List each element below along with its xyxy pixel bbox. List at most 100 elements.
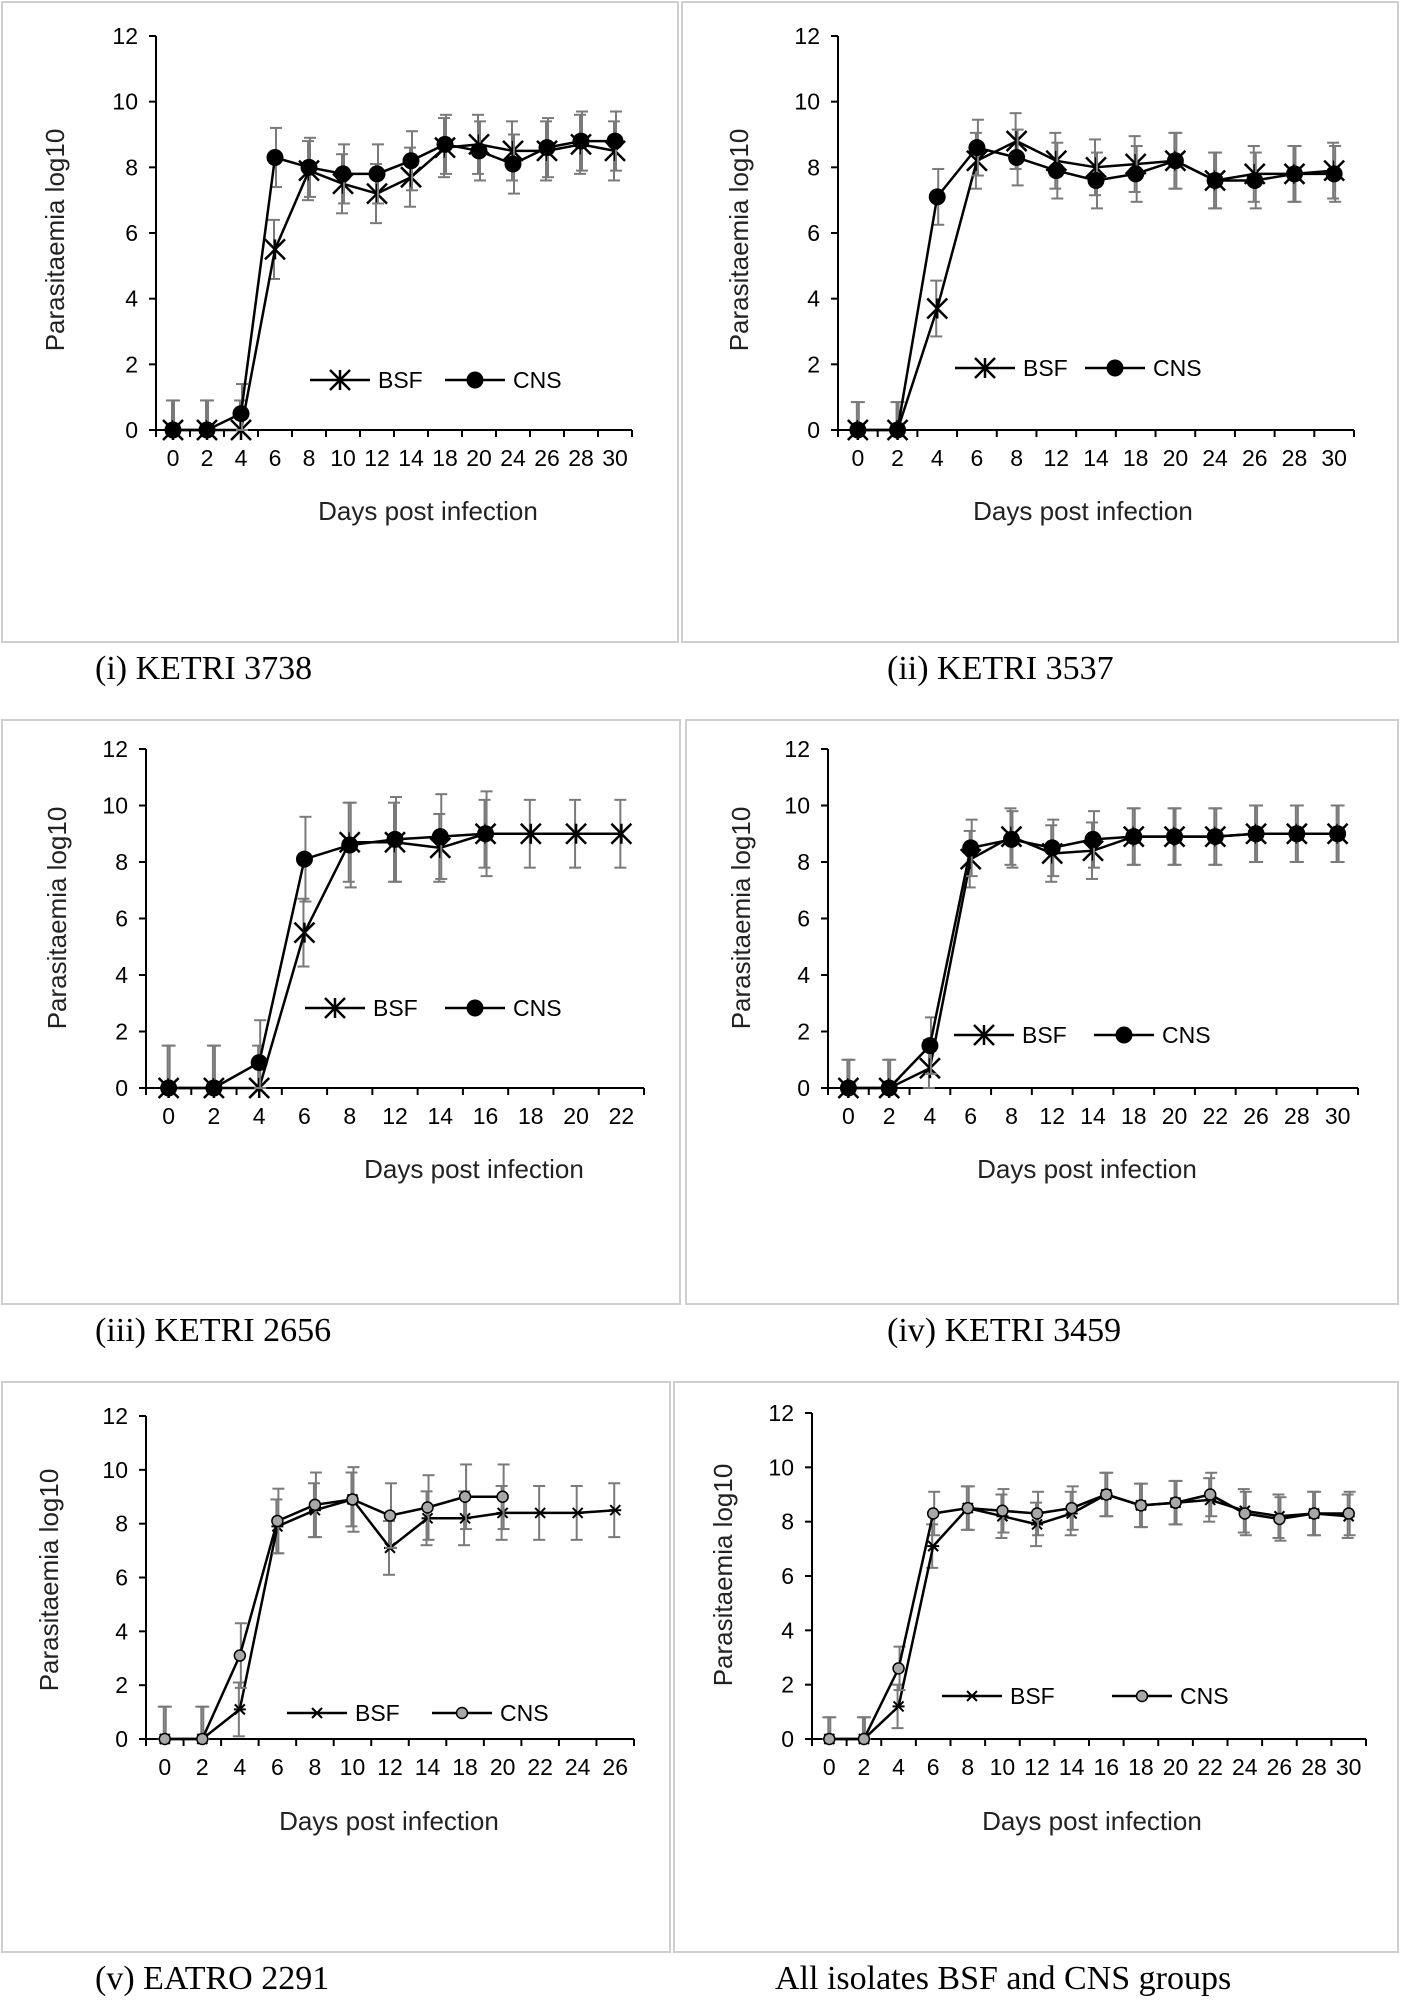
- y-tick-label: 2: [115, 1672, 128, 1698]
- legend-cns: CNS: [1094, 1022, 1211, 1048]
- data-point: [205, 1079, 223, 1097]
- x-tick-label: 10: [330, 445, 356, 471]
- x-tick-label: 8: [343, 1103, 356, 1129]
- x-tick-label: 0: [167, 445, 180, 471]
- data-point: [334, 165, 352, 183]
- series-line: [829, 1493, 1349, 1741]
- legend-marker: [1135, 1689, 1149, 1703]
- data-point: [198, 421, 216, 439]
- x-tick-label: 4: [233, 1754, 246, 1780]
- x-axis-title: Days post infection: [318, 496, 538, 526]
- y-tick-label: 8: [797, 849, 810, 875]
- x-tick-label: 22: [1203, 1103, 1229, 1129]
- y-tick-label: 4: [781, 1617, 794, 1643]
- chart-frame: [1, 1381, 671, 1953]
- caption-ketri-2656: (iii) KETRI 2656: [95, 1312, 332, 1349]
- data-point: [606, 132, 624, 150]
- legend-cns: CNS: [1112, 1683, 1229, 1709]
- data-point: [470, 142, 488, 160]
- panel-ketri-3738: 0 2 4 6 8 10 12 0 2 4 6 8 10 12 14 18 20 24 26 28 30 Days pos…: [0, 0, 680, 645]
- data-point: [1166, 152, 1184, 170]
- data-point: [1247, 825, 1265, 843]
- legend-label: BSF: [373, 995, 418, 1021]
- x-tick-label: 28: [1282, 445, 1308, 471]
- legend-cns: CNS: [445, 367, 562, 393]
- series-cns: [839, 804, 1347, 1097]
- x-tick-label: 14: [398, 445, 424, 471]
- x-tick-label: 30: [1336, 1754, 1362, 1780]
- data-point: [436, 135, 454, 153]
- legend-label: CNS: [513, 995, 562, 1021]
- data-point: [1087, 171, 1105, 189]
- data-point: [164, 421, 182, 439]
- y-axis-title: Parasitaemia log10: [724, 129, 754, 352]
- data-point: [266, 148, 284, 166]
- caption-ketri-3459: (iv) KETRI 3459: [887, 1312, 1122, 1349]
- x-tick-label: 30: [602, 445, 628, 471]
- x-tick-label: 2: [201, 445, 214, 471]
- x-tick-label: 22: [1197, 1754, 1223, 1780]
- legend-label: CNS: [500, 1700, 549, 1726]
- x-tick-label: 0: [851, 445, 864, 471]
- x-tick-label: 6: [964, 1103, 977, 1129]
- x-tick-label: 8: [961, 1754, 974, 1780]
- x-tick-label: 8: [1010, 445, 1023, 471]
- legend-marker: [455, 1706, 469, 1720]
- y-tick-label: 10: [794, 89, 820, 115]
- y-tick-label: 6: [797, 906, 810, 932]
- y-axis-title: Parasitaemia log10: [40, 129, 70, 352]
- y-axis-title: Parasitaemia log10: [42, 807, 72, 1030]
- y-tick-label: 6: [115, 906, 128, 932]
- x-tick-label: 12: [1039, 1103, 1065, 1129]
- x-tick-label: 6: [971, 445, 984, 471]
- data-point: [1030, 1507, 1044, 1520]
- x-tick-label: 12: [377, 1754, 403, 1780]
- data-point: [233, 1649, 247, 1662]
- data-point: [968, 139, 986, 157]
- chart-frame: [681, 1, 1399, 643]
- x-tick-label: 6: [298, 1103, 311, 1129]
- data-point: [1238, 1507, 1252, 1520]
- y-tick-label: 4: [807, 286, 820, 312]
- legend-label: BSF: [1010, 1683, 1055, 1709]
- legend-label: CNS: [1180, 1683, 1229, 1709]
- data-point: [1084, 830, 1102, 848]
- y-tick-label: 6: [125, 220, 138, 246]
- y-tick-label: 10: [102, 1457, 128, 1483]
- x-tick-label: 28: [1284, 1103, 1310, 1129]
- x-tick-label: 14: [427, 1103, 453, 1129]
- data-point: [346, 1493, 359, 1506]
- x-tick-label: 10: [990, 1754, 1016, 1780]
- legend-bsf: BSF: [305, 995, 418, 1021]
- series-cns: [849, 118, 1343, 439]
- x-tick-label: 0: [842, 1103, 855, 1129]
- y-tick-label: 4: [115, 1618, 128, 1644]
- data-point: [1065, 1501, 1078, 1515]
- y-tick-label: 0: [115, 1075, 128, 1101]
- panel-ketri-2656: 0 2 4 6 8 10 12 0 2 4 6 8 12 14 16 18 20 22 Days post infe…: [0, 718, 682, 1308]
- legend-bsf: BSF: [287, 1700, 400, 1726]
- x-tick-label: 8: [309, 1754, 322, 1780]
- x-tick-label: 22: [609, 1103, 635, 1129]
- data-point: [928, 188, 946, 206]
- x-tick-label: 20: [1163, 445, 1189, 471]
- y-axis-title: Parasitaemia log10: [726, 807, 756, 1030]
- data-point: [1166, 828, 1184, 846]
- x-tick-label: 0: [162, 1103, 175, 1129]
- data-point: [1325, 165, 1343, 183]
- x-tick-label: 30: [1325, 1103, 1351, 1129]
- data-point: [1008, 148, 1026, 166]
- legend-cns: CNS: [445, 995, 562, 1021]
- x-tick-label: 2: [858, 1754, 871, 1780]
- x-tick-label: 20: [563, 1103, 589, 1129]
- y-tick-label: 6: [115, 1565, 128, 1591]
- chart-frame: [1, 719, 681, 1305]
- x-tick-label: 8: [1005, 1103, 1018, 1129]
- data-point: [1329, 825, 1347, 843]
- data-point: [1047, 162, 1065, 180]
- data-point: [386, 830, 404, 848]
- x-axis-title: Days post infection: [977, 1154, 1197, 1184]
- data-point: [158, 1732, 172, 1746]
